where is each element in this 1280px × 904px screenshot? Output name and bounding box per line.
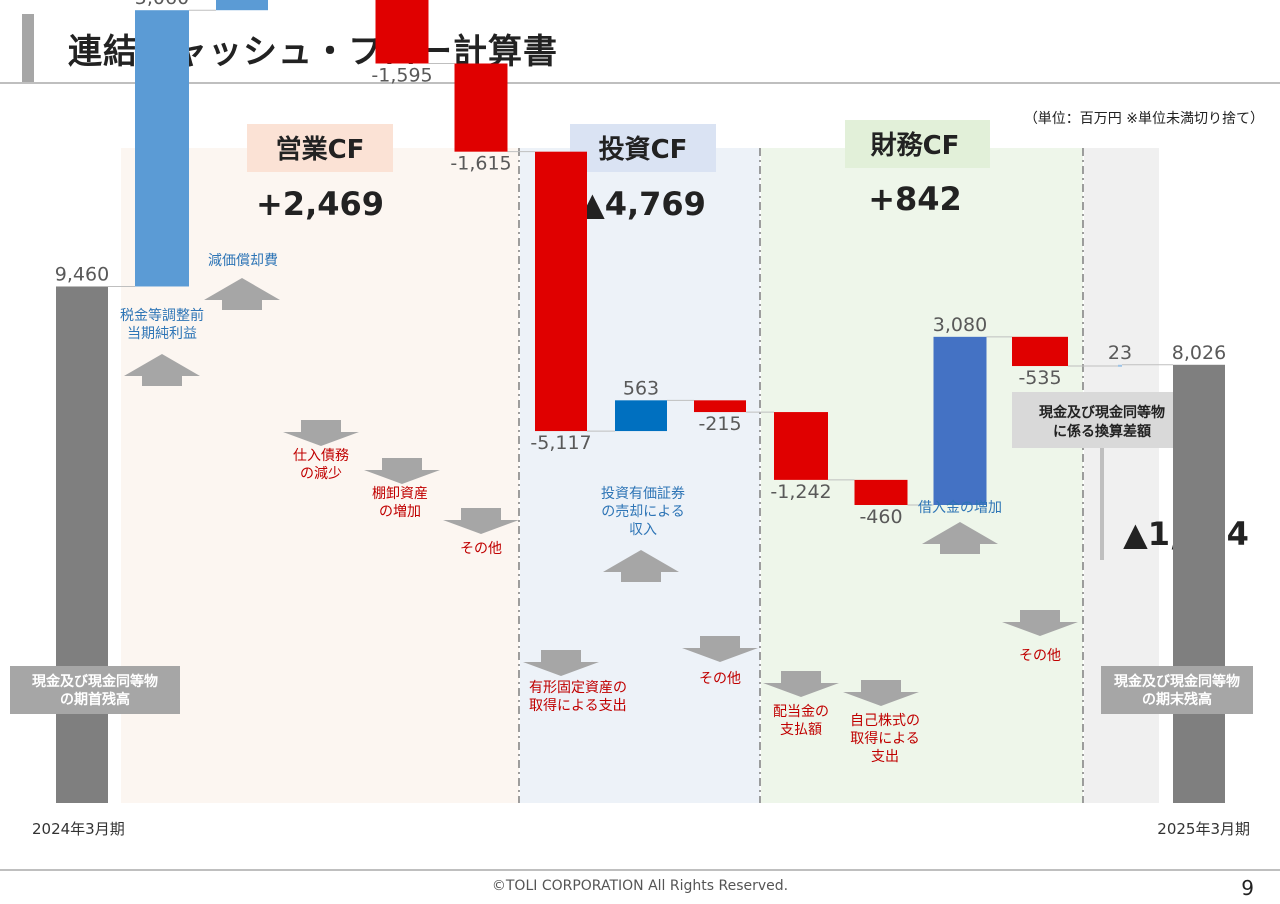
caption-box-ending-balance bbox=[1101, 666, 1253, 714]
arrow-down-payables-decrease bbox=[283, 420, 359, 446]
section-total-2: ▲4,769 bbox=[580, 185, 706, 223]
caption-treasury-stock: 自己株式の取得による支出 bbox=[850, 713, 920, 765]
bar-dividends bbox=[774, 412, 828, 480]
caption-beginning-balance: 現金及び現金同等物の期首残高 bbox=[32, 673, 158, 708]
value-label-fx-difference: 23 bbox=[1108, 342, 1132, 364]
arrow-down-financing-other bbox=[1002, 610, 1078, 636]
title-accent-bar bbox=[22, 14, 34, 82]
bar-inventory-increase bbox=[375, 0, 429, 64]
value-label-fixed-asset-purchase: -5,117 bbox=[530, 432, 591, 454]
caption-box-beginning-balance bbox=[10, 666, 180, 714]
exchange-callout-box bbox=[1012, 392, 1192, 448]
bar-financing-other bbox=[1012, 336, 1068, 367]
value-label-investing-other: -215 bbox=[698, 413, 741, 435]
caption-operating-other: その他 bbox=[460, 541, 502, 557]
bar-securities-sale bbox=[615, 400, 667, 432]
bar-borrowings-increase bbox=[933, 336, 987, 505]
section-total-3: +842 bbox=[868, 180, 962, 218]
value-label-borrowings-increase: 3,080 bbox=[933, 314, 987, 336]
unit-note: （単位：百万円 ※単位未満切り捨て） bbox=[1023, 111, 1264, 127]
footer-divider bbox=[0, 869, 1280, 871]
bar-fx-difference bbox=[1118, 364, 1122, 367]
section-label-3: 財務CF bbox=[871, 131, 960, 161]
bar-ending-balance bbox=[1173, 364, 1225, 803]
arrow-up-securities-sale bbox=[603, 550, 679, 582]
section-total-1: +2,469 bbox=[256, 185, 384, 223]
bar-fixed-asset-purchase bbox=[535, 151, 587, 432]
caption-dividends: 配当金の支払額 bbox=[773, 704, 829, 738]
section-label-bg-3 bbox=[845, 120, 990, 168]
period-end-label: 2025年3月期 bbox=[1157, 820, 1250, 838]
bar-operating-other bbox=[454, 63, 508, 152]
section-label-bg-2 bbox=[570, 124, 716, 172]
arrow-down-investing-other bbox=[682, 636, 758, 662]
caption-ending-balance: 現金及び現金同等物の期末残高 bbox=[1114, 673, 1240, 708]
arrow-up-pretax-income bbox=[124, 354, 200, 386]
value-label-treasury-stock: -460 bbox=[859, 506, 902, 528]
caption-payables-decrease: 仕入債務の減少 bbox=[293, 448, 349, 482]
cash-flow-waterfall-chart: 営業CF+2,469投資CF▲4,769財務CF+842▲1,434現金及び現金… bbox=[10, 0, 1253, 803]
value-label-inventory-increase: -1,595 bbox=[371, 64, 432, 86]
caption-fixed-asset-purchase: 有形固定資産の取得による支出 bbox=[529, 680, 627, 714]
copyright: ©TOLI CORPORATION All Rights Reserved. bbox=[491, 878, 789, 894]
caption-borrowings-increase: 借入金の増加 bbox=[918, 500, 1002, 516]
value-label-dividends: -1,242 bbox=[770, 481, 831, 503]
title-divider bbox=[0, 82, 1280, 84]
bar-investing-other bbox=[694, 400, 746, 413]
arrow-down-dividends bbox=[763, 671, 839, 697]
page-number: 9 bbox=[1241, 876, 1254, 900]
caption-securities-sale: 投資有価証券の売却による収入 bbox=[601, 486, 685, 538]
arrow-down-fixed-asset-purchase bbox=[523, 650, 599, 676]
value-label-securities-sale: 563 bbox=[623, 377, 659, 399]
section-label-1: 営業CF bbox=[276, 135, 365, 165]
caption-inventory-increase: 棚卸資産の増加 bbox=[372, 486, 428, 520]
bar-depreciation bbox=[216, 0, 268, 11]
bar-treasury-stock bbox=[854, 479, 908, 505]
value-label-operating-other: -1,615 bbox=[450, 153, 511, 175]
arrow-up-depreciation bbox=[204, 278, 280, 310]
arrow-down-inventory-increase bbox=[364, 458, 440, 484]
value-label-ending-balance: 8,026 bbox=[1172, 342, 1226, 364]
caption-investing-other: その他 bbox=[699, 671, 741, 687]
bar-pretax-income bbox=[135, 10, 189, 287]
section-label-2: 投資CF bbox=[599, 135, 688, 165]
arrow-down-operating-other bbox=[443, 508, 519, 534]
arrow-up-borrowings-increase bbox=[922, 522, 998, 554]
section-label-bg-1 bbox=[247, 124, 393, 172]
value-label-pretax-income: 5,060 bbox=[135, 0, 189, 9]
bar-beginning-balance bbox=[56, 286, 108, 803]
value-label-beginning-balance: 9,460 bbox=[55, 263, 109, 285]
exchange-callout-text: 現金及び現金同等物に係る換算差額 bbox=[1039, 404, 1165, 440]
period-start-label: 2024年3月期 bbox=[32, 820, 125, 838]
caption-depreciation: 減価償却費 bbox=[208, 252, 278, 269]
caption-financing-other: その他 bbox=[1019, 648, 1061, 664]
value-label-financing-other: -535 bbox=[1018, 367, 1061, 389]
caption-pretax-income: 税金等調整前当期純利益 bbox=[120, 307, 204, 342]
arrow-down-treasury-stock bbox=[843, 680, 919, 706]
